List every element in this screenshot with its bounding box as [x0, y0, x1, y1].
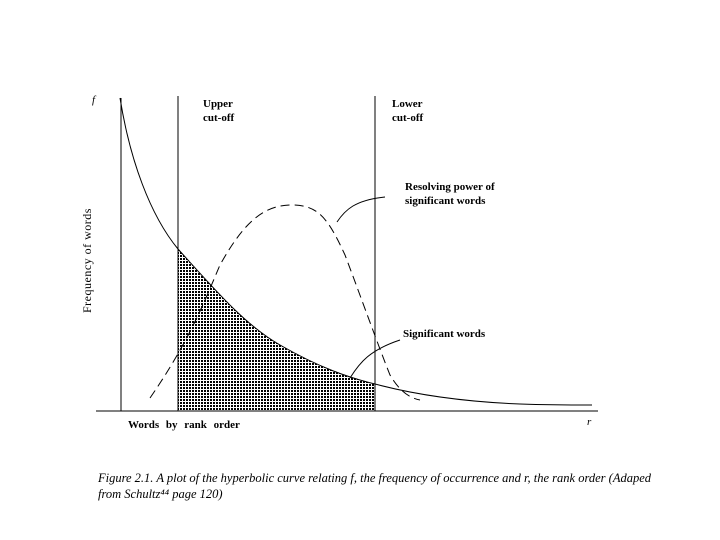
y-axis-label: Frequency of words [80, 208, 94, 313]
resolving-power-label-line2: significant words [405, 195, 486, 207]
y-axis-symbol: f [92, 94, 97, 106]
x-axis-label: Words by rank order [128, 419, 240, 431]
resolving-power-label-line1: Resolving power of [405, 181, 495, 193]
lower-cutoff-label-line2: cut-off [392, 112, 423, 124]
significant-region [178, 249, 375, 411]
upper-cutoff-label-line2: cut-off [203, 112, 234, 124]
resolving-power-curve [149, 204, 421, 401]
figure-caption: Figure 2.1. A plot of the hyperbolic cur… [98, 471, 651, 501]
significant-words-pointer [349, 339, 401, 379]
upper-cutoff-label-line1: Upper [203, 98, 233, 110]
x-axis-symbol: r [587, 416, 592, 428]
frequency-curve [119, 97, 593, 406]
lower-cutoff-label-line1: Lower [392, 98, 423, 110]
resolving-power-pointer [336, 196, 386, 223]
significant-words-label: Significant words [403, 328, 486, 340]
